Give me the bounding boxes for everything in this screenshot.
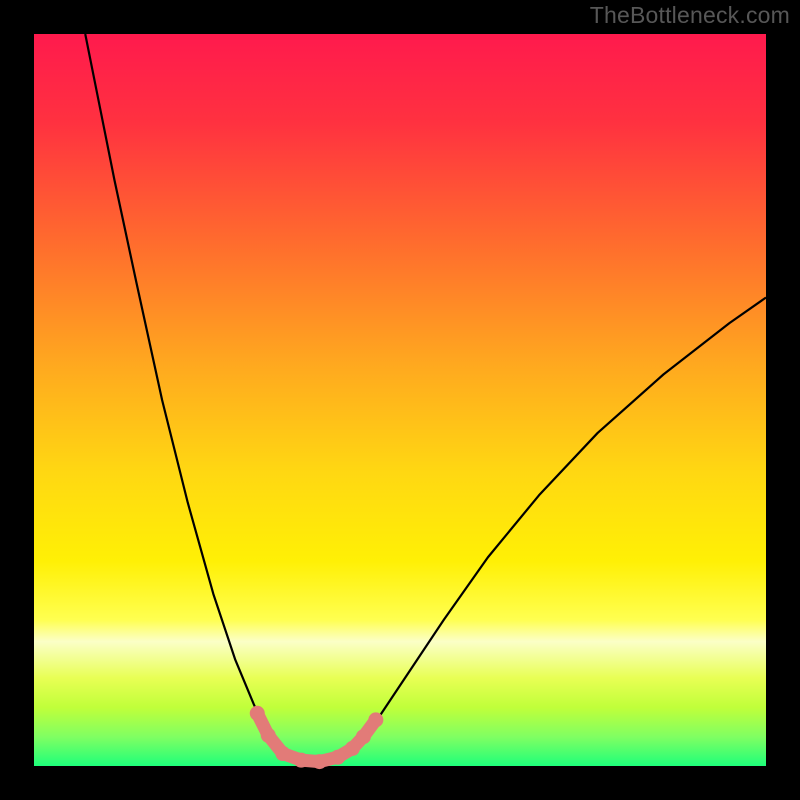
marker-dot — [261, 728, 276, 743]
bottleneck-chart — [0, 0, 800, 800]
marker-dot — [345, 741, 360, 756]
gradient-background — [34, 34, 766, 766]
marker-dot — [356, 729, 371, 744]
marker-dot — [312, 754, 327, 769]
marker-dot — [368, 712, 383, 727]
watermark-text: TheBottleneck.com — [590, 2, 790, 29]
marker-dot — [330, 750, 345, 765]
marker-dot — [275, 746, 290, 761]
marker-dot — [250, 706, 265, 721]
marker-dot — [294, 753, 309, 768]
